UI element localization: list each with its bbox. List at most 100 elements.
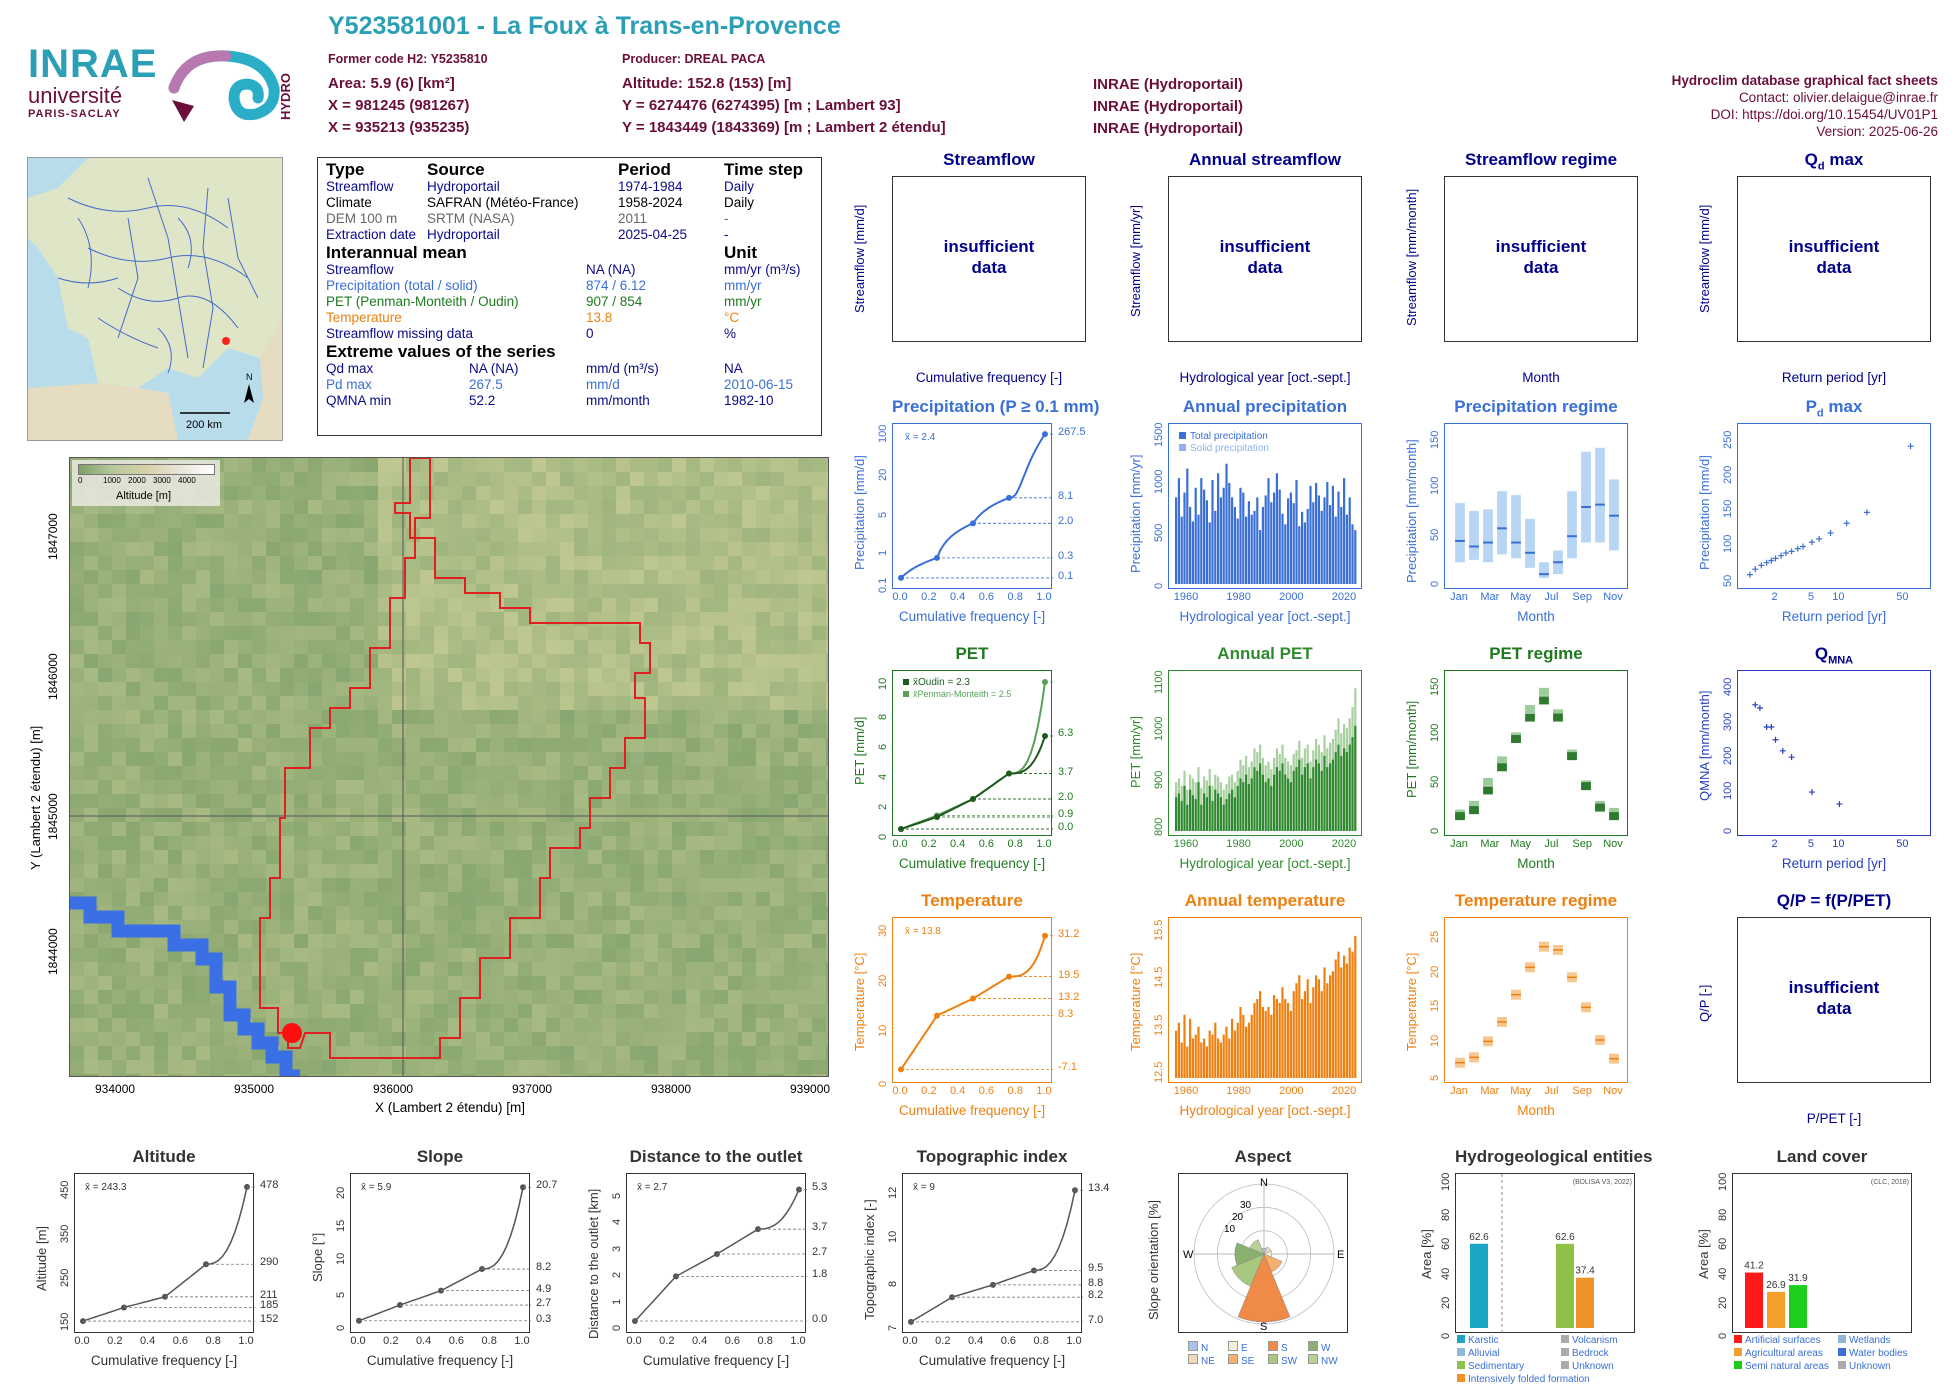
terrain-cell bbox=[252, 752, 266, 766]
terrain-cell bbox=[322, 1060, 336, 1074]
terrain-cell bbox=[658, 556, 672, 570]
terrain-cell bbox=[112, 584, 126, 598]
terrain-cell bbox=[742, 934, 756, 948]
terrain-cell bbox=[602, 514, 616, 528]
terrain-cell bbox=[630, 780, 644, 794]
factsheet-doi[interactable]: DOI: https://doi.org/10.15454/UV01P1 bbox=[1710, 107, 1938, 122]
terrain-cell bbox=[196, 794, 210, 808]
bar-oudin bbox=[1270, 785, 1273, 831]
terrain-cell bbox=[784, 864, 798, 878]
terrain-cell bbox=[112, 528, 126, 542]
terrain-cell bbox=[476, 962, 490, 976]
y-tick-label: 100 bbox=[1717, 1172, 1729, 1191]
terrain-cell bbox=[252, 878, 266, 892]
terrain-cell bbox=[280, 808, 294, 822]
terrain-cell bbox=[294, 514, 308, 528]
terrain-cell bbox=[756, 878, 770, 892]
terrain-cell bbox=[532, 682, 546, 696]
terrain-cell bbox=[812, 906, 826, 920]
terrain-cell bbox=[448, 794, 462, 808]
qd-max-panel: Qd max insufficient data Return period [yr]… bbox=[1697, 150, 1931, 385]
factsheet-contact[interactable]: Contact: olivier.delaigue@inrae.fr bbox=[1738, 90, 1938, 105]
title-subscript: MNA bbox=[1828, 654, 1854, 667]
terrain-cell bbox=[798, 668, 812, 682]
terrain-cell bbox=[616, 598, 630, 612]
y-tick-label: 7 bbox=[887, 1324, 899, 1331]
terrain-cell bbox=[756, 990, 770, 1004]
terrain-cell bbox=[574, 528, 588, 542]
terrain-cell bbox=[210, 906, 224, 920]
terrain-cell bbox=[714, 780, 728, 794]
terrain-cell bbox=[322, 794, 336, 808]
terrain-cell bbox=[378, 1004, 392, 1018]
terrain-cell bbox=[322, 682, 336, 696]
terrain-cell bbox=[392, 542, 406, 556]
terrain-cell bbox=[504, 808, 518, 822]
terrain-cell bbox=[308, 850, 322, 864]
info-cell: Streamflow bbox=[326, 179, 394, 194]
terrain-cell bbox=[238, 780, 252, 794]
terrain-cell bbox=[378, 948, 392, 962]
terrain-cell bbox=[602, 850, 616, 864]
terrain-cell bbox=[532, 570, 546, 584]
title-subscript: d bbox=[1816, 407, 1824, 420]
terrain-cell bbox=[434, 1018, 448, 1032]
terrain-cell bbox=[126, 976, 140, 990]
terrain-cell bbox=[392, 920, 406, 934]
terrain-cell bbox=[588, 528, 602, 542]
terrain-cell bbox=[476, 864, 490, 878]
terrain-cell bbox=[182, 794, 196, 808]
terrain-cell bbox=[392, 1060, 406, 1074]
y-tick-label: 0 bbox=[1717, 1332, 1729, 1339]
terrain-cell bbox=[518, 1018, 532, 1032]
terrain-cell bbox=[714, 766, 728, 780]
terrain-cell bbox=[140, 598, 154, 612]
terrain-cell bbox=[364, 780, 378, 794]
terrain-cell bbox=[266, 612, 280, 626]
terrain-cell bbox=[616, 766, 630, 780]
terrain-cell bbox=[196, 892, 210, 906]
terrain-cell bbox=[742, 738, 756, 752]
legend-swatch bbox=[1308, 1341, 1318, 1351]
terrain-cell bbox=[798, 612, 812, 626]
terrain-cell bbox=[728, 892, 742, 906]
terrain-cell bbox=[574, 976, 588, 990]
terrain-cell bbox=[518, 1046, 532, 1060]
bar bbox=[1247, 1022, 1250, 1078]
former-code: Former code H2: Y5235810 bbox=[328, 52, 488, 66]
terrain-cell bbox=[112, 724, 126, 738]
terrain-cell bbox=[70, 668, 84, 682]
terrain-cell bbox=[70, 640, 84, 654]
terrain-cell bbox=[714, 1018, 728, 1032]
terrain-cell bbox=[574, 542, 588, 556]
terrain-cell bbox=[672, 822, 686, 836]
terrain-cell bbox=[672, 878, 686, 892]
bar bbox=[1180, 516, 1183, 584]
terrain-cell bbox=[266, 976, 280, 990]
terrain-cell bbox=[70, 682, 84, 696]
terrain-cell bbox=[462, 934, 476, 948]
terrain-cell bbox=[812, 1032, 826, 1046]
terrain-cell bbox=[196, 850, 210, 864]
terrain-cell bbox=[588, 808, 602, 822]
return-period-point bbox=[1788, 754, 1795, 761]
terrain-cell bbox=[588, 934, 602, 948]
terrain-cell bbox=[728, 738, 742, 752]
category-bar bbox=[1745, 1272, 1763, 1328]
terrain-cell bbox=[784, 1046, 798, 1060]
terrain-cell bbox=[364, 878, 378, 892]
terrain-cell bbox=[700, 584, 714, 598]
terrain-cell bbox=[140, 962, 154, 976]
terrain-cell bbox=[826, 542, 828, 556]
terrain-cell bbox=[686, 836, 700, 850]
terrain-cell bbox=[126, 990, 140, 1004]
terrain-cell bbox=[490, 626, 504, 640]
terrain-cell bbox=[182, 752, 196, 766]
terrain-cell bbox=[490, 850, 504, 864]
terrain-cell bbox=[448, 1018, 462, 1032]
bar bbox=[1281, 513, 1284, 584]
terrain-cell bbox=[378, 724, 392, 738]
terrain-cell bbox=[322, 458, 336, 472]
terrain-cell bbox=[420, 752, 434, 766]
terrain-cell bbox=[798, 1074, 812, 1076]
